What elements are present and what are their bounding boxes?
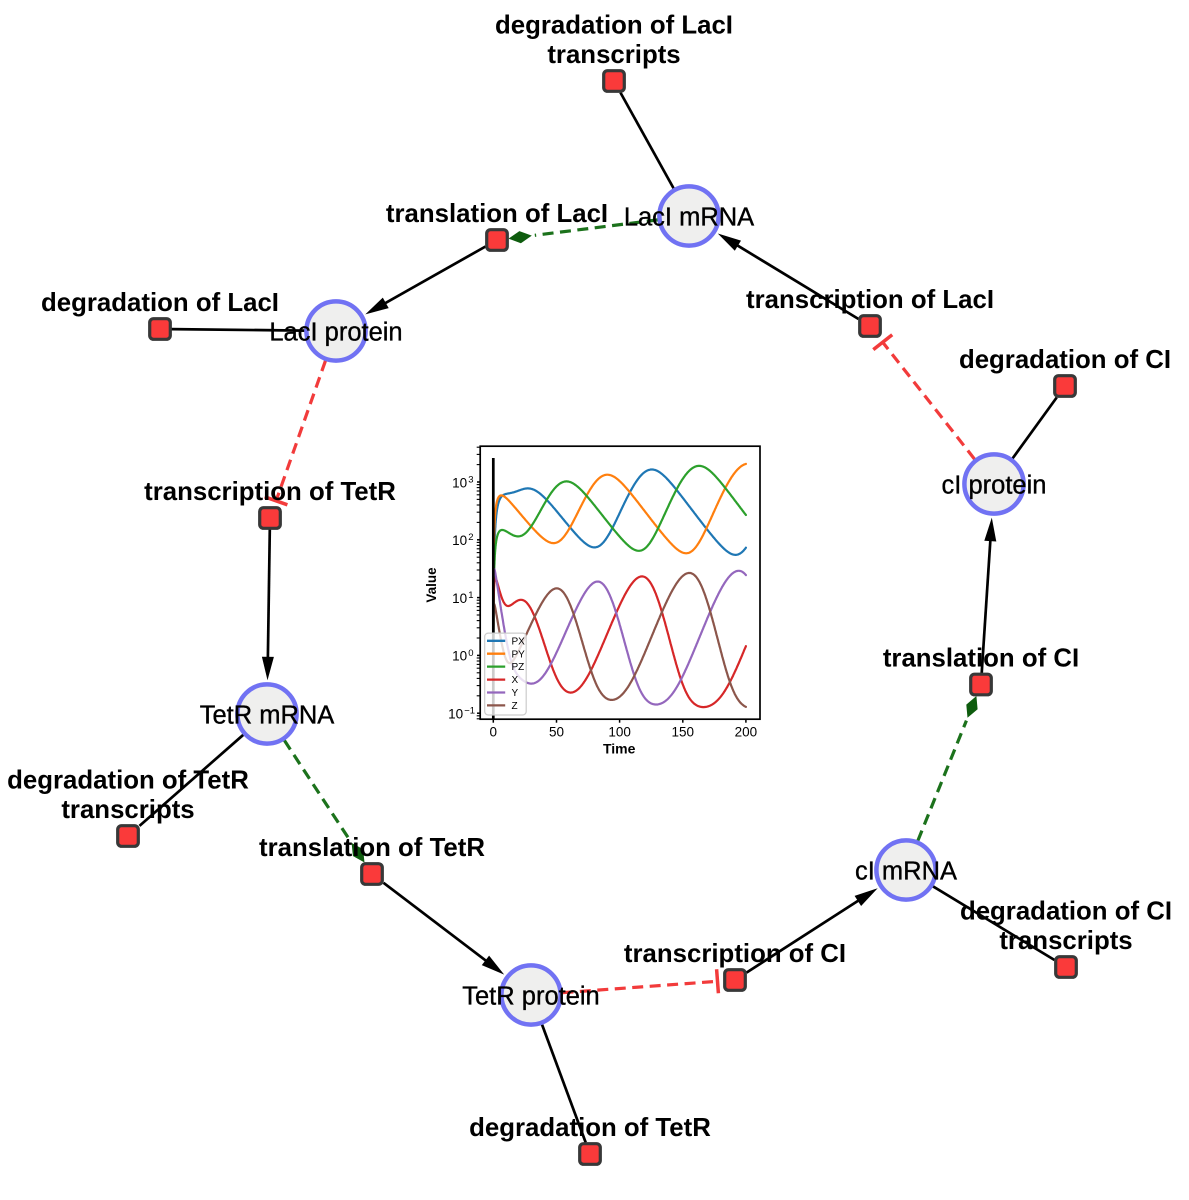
svg-text:−1: −1 (464, 706, 475, 717)
svg-text:2: 2 (468, 532, 473, 543)
svg-text:PX: PX (512, 636, 526, 647)
svg-text:transcripts: transcripts (999, 927, 1132, 955)
svg-text:degradation of CI: degradation of CI (959, 346, 1171, 374)
svg-text:transcripts: transcripts (547, 41, 680, 69)
svg-text:degradation of TetR: degradation of TetR (469, 1114, 711, 1142)
svg-text:translation of CI: translation of CI (883, 645, 1079, 673)
svg-text:PZ: PZ (512, 662, 525, 673)
svg-text:3: 3 (468, 474, 473, 485)
svg-text:degradation of TetR: degradation of TetR (7, 767, 249, 795)
svg-text:100: 100 (608, 725, 631, 740)
svg-text:transcription of TetR: transcription of TetR (144, 478, 396, 506)
svg-text:TetR protein: TetR protein (462, 982, 600, 1010)
svg-text:10: 10 (448, 707, 463, 722)
svg-text:degradation of LacI: degradation of LacI (495, 12, 733, 40)
svg-text:Z: Z (512, 701, 518, 712)
svg-text:200: 200 (735, 725, 758, 740)
svg-text:Value: Value (424, 567, 439, 603)
svg-text:cI mRNA: cI mRNA (855, 857, 957, 885)
svg-text:TetR mRNA: TetR mRNA (200, 701, 335, 729)
svg-text:cI protein: cI protein (942, 471, 1047, 499)
svg-text:50: 50 (549, 725, 564, 740)
svg-text:degradation of LacI: degradation of LacI (41, 289, 279, 317)
svg-text:translation of LacI: translation of LacI (386, 200, 608, 228)
svg-text:translation of TetR: translation of TetR (259, 834, 485, 862)
svg-text:transcripts: transcripts (61, 796, 194, 824)
svg-text:1: 1 (468, 590, 473, 601)
svg-text:10: 10 (452, 649, 467, 664)
svg-text:150: 150 (672, 725, 695, 740)
svg-text:0: 0 (490, 725, 498, 740)
svg-text:transcription of CI: transcription of CI (624, 940, 846, 968)
svg-text:10: 10 (452, 533, 467, 548)
svg-text:Y: Y (512, 688, 519, 699)
svg-text:10: 10 (452, 475, 467, 490)
svg-text:10: 10 (452, 591, 467, 606)
svg-text:LacI mRNA: LacI mRNA (624, 203, 754, 231)
svg-text:degradation of CI: degradation of CI (960, 898, 1172, 926)
svg-text:Time: Time (603, 740, 636, 756)
svg-text:0: 0 (468, 648, 473, 659)
svg-text:X: X (512, 675, 519, 686)
svg-text:LacI protein: LacI protein (269, 318, 402, 346)
svg-text:PY: PY (512, 649, 526, 660)
svg-text:transcription of LacI: transcription of LacI (746, 286, 994, 314)
